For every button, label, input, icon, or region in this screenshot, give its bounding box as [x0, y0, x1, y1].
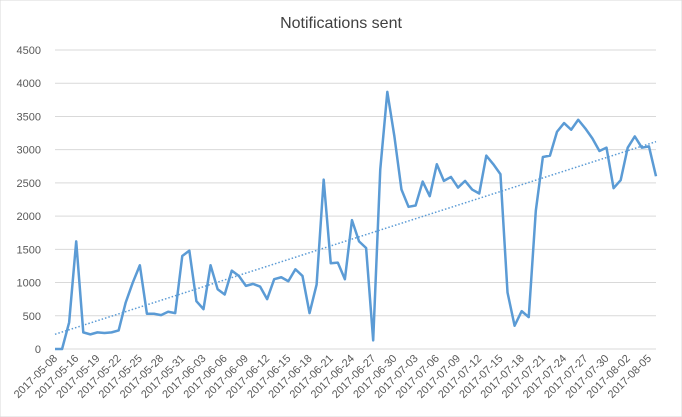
y-tick-label: 4000: [17, 78, 41, 90]
y-tick-label: 500: [23, 311, 41, 323]
chart-title: Notifications sent: [280, 15, 402, 32]
y-tick-label: 3500: [17, 111, 41, 123]
data-line: [55, 90, 658, 351]
y-tick-label: 1500: [17, 244, 41, 256]
y-tick-label: 2500: [17, 178, 41, 190]
trendline: [54, 140, 657, 336]
y-tick-label: 0: [35, 344, 41, 356]
y-tick-label: 1000: [17, 278, 41, 290]
y-tick-label: 2000: [17, 211, 41, 223]
y-tick-label: 3000: [17, 145, 41, 157]
y-tick-label: 4500: [17, 45, 41, 57]
